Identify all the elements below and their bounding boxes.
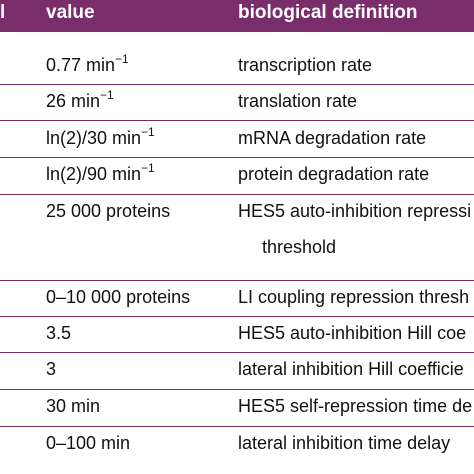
row-divider: [0, 426, 474, 427]
definition-cell: LI coupling repression thresh: [238, 287, 470, 307]
row-divider: [0, 280, 474, 281]
row-divider: [0, 316, 474, 317]
row-divider: [0, 84, 474, 85]
definition-cell: HES5 self-repression time de: [238, 396, 473, 416]
definition-cell: HES5 auto-inhibition repressi: [238, 201, 472, 221]
header-col-definition: biological definition: [238, 2, 418, 23]
value-cell: ln(2)/90 min−1: [46, 161, 155, 184]
definition-cell: translation rate: [238, 91, 358, 111]
row-divider: [0, 352, 474, 353]
value-cell: 30 min: [46, 396, 101, 416]
definition-cell: HES5 auto-inhibition Hill coe: [238, 323, 467, 343]
definition-cell-continued: threshold: [262, 237, 337, 257]
header-col-value: value: [46, 2, 95, 23]
row-divider: [0, 194, 474, 195]
row-divider: [0, 157, 474, 158]
definition-cell: lateral inhibition Hill coefficie: [238, 359, 464, 379]
definition-cell: transcription rate: [238, 55, 373, 75]
row-divider: [0, 389, 474, 390]
definition-cell: mRNA degradation rate: [238, 128, 427, 148]
definition-cell: lateral inhibition time delay: [238, 433, 451, 453]
value-cell: ln(2)/30 min−1: [46, 125, 155, 148]
value-cell: 0–10 000 proteins: [46, 287, 191, 307]
value-cell: 3.5: [46, 323, 72, 343]
value-cell: 26 min−1: [46, 88, 114, 111]
row-divider: [0, 120, 474, 121]
definition-cell: protein degradation rate: [238, 164, 430, 184]
value-cell: 25 000 proteins: [46, 201, 171, 221]
value-cell: 0.77 min−1: [46, 52, 129, 75]
header-col-symbol: l: [0, 2, 6, 23]
value-cell: 0–100 min: [46, 433, 131, 453]
table-header: l value biological definition: [0, 0, 474, 32]
value-cell: 3: [46, 359, 57, 379]
